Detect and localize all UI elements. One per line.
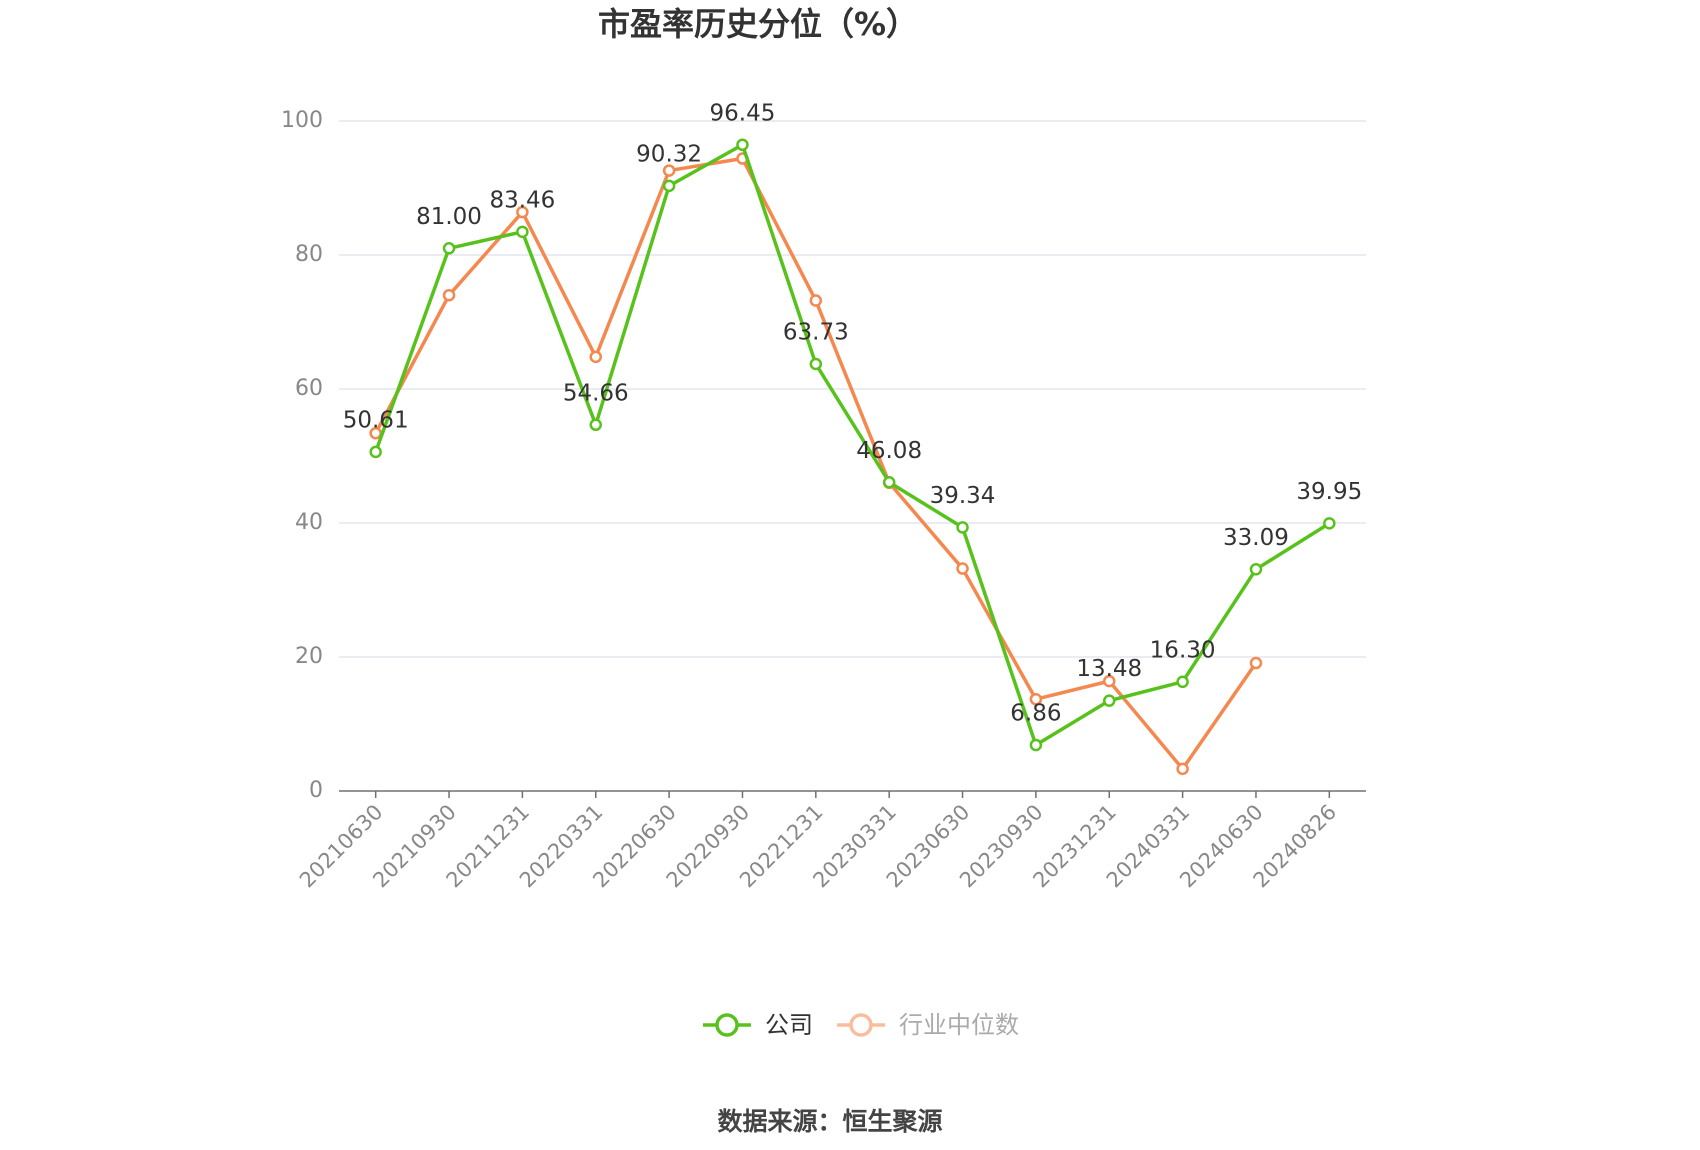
data-label: 33.09 bbox=[1223, 525, 1289, 551]
data-label: 39.95 bbox=[1296, 479, 1362, 505]
data-label: 83.46 bbox=[489, 187, 555, 213]
data-point bbox=[1249, 656, 1263, 670]
data-point bbox=[516, 205, 529, 219]
series-line bbox=[374, 143, 1331, 747]
data-label: 50.61 bbox=[343, 407, 409, 433]
data-label: 96.45 bbox=[710, 100, 776, 126]
data-point bbox=[1029, 692, 1043, 706]
data-point bbox=[809, 294, 823, 307]
data-point bbox=[809, 357, 823, 371]
y-tick-label: 0 bbox=[309, 778, 323, 803]
data-point bbox=[369, 445, 382, 459]
legend-item: 公司 bbox=[703, 1011, 813, 1039]
data-point bbox=[736, 138, 749, 152]
data-point bbox=[1176, 675, 1189, 689]
legend-item: 行业中位数 bbox=[837, 1011, 1019, 1039]
data-label: 39.34 bbox=[930, 483, 996, 509]
data-point bbox=[1249, 563, 1263, 576]
legend-label: 公司 bbox=[765, 1011, 813, 1039]
data-label: 54.66 bbox=[563, 380, 629, 406]
y-tick-label: 20 bbox=[295, 644, 323, 669]
data-point bbox=[662, 164, 676, 177]
y-tick-label: 60 bbox=[295, 376, 323, 401]
data-point bbox=[589, 418, 602, 432]
data-point bbox=[1323, 517, 1336, 530]
data-point bbox=[662, 179, 676, 193]
data-label: 63.73 bbox=[783, 320, 849, 346]
data-label: 16.30 bbox=[1150, 637, 1216, 663]
data-label: 13.48 bbox=[1076, 656, 1142, 682]
data-point bbox=[956, 562, 969, 575]
data-point bbox=[442, 242, 456, 255]
data-point bbox=[882, 476, 896, 489]
data-label: 6.86 bbox=[1010, 701, 1061, 727]
data-label: 81.00 bbox=[416, 204, 482, 230]
legend-marker bbox=[849, 1013, 873, 1037]
data-point bbox=[1103, 674, 1116, 688]
data-point bbox=[1176, 762, 1189, 776]
source-note: 数据来源：恒生聚源 bbox=[717, 1107, 942, 1136]
legend-label: 行业中位数 bbox=[899, 1011, 1019, 1039]
data-point bbox=[1029, 738, 1043, 752]
legend-marker bbox=[715, 1013, 739, 1037]
chart-title: 市盈率历史分位（%） bbox=[598, 5, 918, 43]
y-tick-label: 40 bbox=[295, 510, 323, 535]
data-point bbox=[516, 225, 529, 239]
data-label: 46.08 bbox=[856, 438, 922, 464]
data-label: 90.32 bbox=[636, 141, 702, 167]
data-point bbox=[442, 288, 456, 302]
data-point bbox=[956, 521, 969, 534]
y-tick-label: 80 bbox=[295, 242, 323, 267]
data-point bbox=[1103, 694, 1116, 707]
y-tick-label: 100 bbox=[281, 108, 323, 133]
data-point bbox=[589, 350, 602, 364]
